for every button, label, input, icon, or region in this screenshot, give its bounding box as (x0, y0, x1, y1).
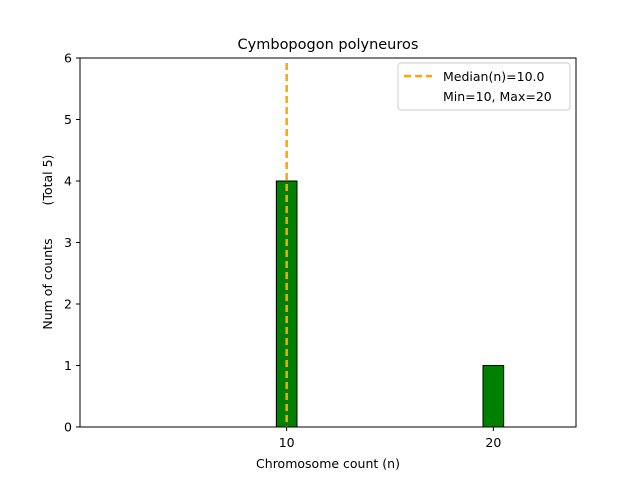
y-tick-label: 6 (64, 51, 72, 66)
legend-box (397, 62, 571, 111)
legend-entry-median: Median(n)=10.0 (443, 69, 544, 84)
y-tick-label: 2 (64, 297, 72, 312)
y-axis-total-label: (Total 5) (40, 155, 55, 206)
y-tick-label: 4 (64, 174, 72, 189)
y-axis-ticks: 0 1 2 3 4 5 6 (64, 51, 80, 435)
y-tick-label: 3 (64, 235, 72, 250)
chart-title: Cymbopogon polyneuros (238, 37, 419, 53)
x-tick-label: 10 (279, 435, 295, 450)
bars-layer (275, 180, 505, 428)
y-tick-label: 0 (64, 420, 72, 435)
y-axis-label: Num of counts (40, 238, 55, 329)
x-axis-label: Chromosome count (n) (256, 456, 400, 471)
legend: Median(n)=10.0 Min=10, Max=20 (397, 62, 571, 111)
x-tick-label: 20 (485, 435, 501, 450)
y-tick-label: 5 (64, 112, 72, 127)
x-axis-ticks: 10 20 (279, 427, 501, 450)
y-tick-label: 1 (64, 358, 72, 373)
bar-n-20 (482, 365, 505, 428)
legend-entry-min-max: Min=10, Max=20 (443, 89, 552, 104)
